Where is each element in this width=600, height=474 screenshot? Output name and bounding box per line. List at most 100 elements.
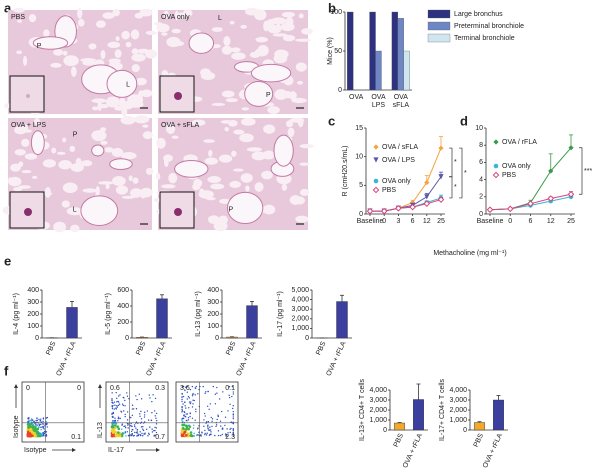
event-dot — [132, 408, 135, 410]
event-dot — [33, 432, 36, 435]
event-dot — [131, 404, 134, 406]
event-dot — [114, 419, 117, 422]
alveolus — [95, 186, 100, 197]
alveolus — [98, 181, 114, 185]
alveolus — [171, 135, 179, 139]
alveolus — [193, 179, 203, 188]
y-tick-label: 1,000 — [369, 417, 387, 424]
y-axis-label: IL-13+ CD4+ T cells — [359, 379, 366, 441]
event-dot — [136, 432, 139, 434]
airway — [226, 191, 264, 225]
event-dot — [114, 430, 117, 434]
alveolus — [105, 183, 110, 190]
event-dot — [231, 385, 234, 388]
event-dot — [140, 434, 142, 436]
alveolus — [77, 8, 83, 19]
airway — [32, 36, 69, 50]
event-dot — [136, 428, 139, 431]
event-dot — [210, 431, 212, 433]
data-point — [527, 200, 534, 207]
event-dot — [46, 426, 48, 428]
event-dot — [42, 435, 45, 437]
alveolus — [224, 126, 229, 132]
alveolus — [299, 162, 310, 166]
legend-swatch — [427, 33, 451, 43]
inset-cell — [24, 208, 32, 216]
event-dot — [131, 428, 133, 431]
event-dot — [115, 423, 118, 425]
alveolus — [145, 30, 158, 35]
event-dot — [131, 408, 134, 410]
event-dot — [117, 431, 120, 434]
event-dot — [215, 425, 217, 428]
alveolus — [221, 90, 235, 98]
data-point — [380, 207, 388, 215]
event-dot — [200, 435, 202, 437]
event-dot — [184, 401, 186, 403]
alveolus — [130, 188, 143, 198]
image-label: OVA + LPS — [11, 122, 46, 129]
event-dot — [121, 423, 124, 425]
significance-label: * — [454, 159, 457, 166]
event-dot — [208, 408, 210, 411]
alveolus — [297, 80, 304, 85]
x-tick-label: 0 — [508, 218, 512, 225]
event-dot — [45, 433, 48, 436]
airway — [91, 144, 105, 157]
event-dot — [208, 429, 210, 432]
event-dot — [185, 407, 187, 409]
event-dot — [188, 425, 192, 428]
alveolus — [261, 170, 273, 180]
alveolus — [229, 180, 241, 188]
data-point — [438, 174, 444, 180]
event-dot — [143, 414, 146, 416]
event-dot — [224, 433, 227, 435]
bar — [156, 298, 168, 339]
x-tick-label: 6 — [411, 218, 415, 225]
event-dot — [150, 419, 153, 421]
event-dot — [149, 426, 151, 428]
y-tick-label: 3,000 — [369, 397, 387, 404]
y-tick-label: 0 — [359, 211, 363, 218]
significance-bracket — [449, 147, 453, 178]
event-dot — [31, 434, 34, 438]
x-tick-label: 0 — [382, 218, 386, 225]
alveolus — [100, 50, 106, 60]
alveolus — [228, 120, 238, 127]
event-dot — [191, 406, 194, 408]
bar — [336, 301, 348, 339]
event-dot — [211, 420, 213, 423]
event-dot — [41, 423, 44, 425]
alveolus — [263, 124, 276, 134]
legend-marker — [492, 171, 500, 179]
alveolus — [145, 49, 158, 59]
event-dot — [183, 414, 185, 416]
event-dot — [111, 401, 114, 403]
alveolus — [255, 36, 268, 43]
alveolus — [120, 152, 137, 160]
event-dot — [140, 426, 143, 428]
event-dot — [122, 404, 125, 407]
alveolus — [295, 62, 307, 72]
data-point — [366, 207, 374, 215]
x-tick-label: PBS — [225, 340, 237, 356]
inset-cell — [174, 92, 182, 100]
legend-swatch — [427, 9, 451, 19]
x-tick-label: 25 — [567, 218, 575, 225]
x-tick-label: Baseline — [477, 218, 504, 225]
event-dot — [184, 415, 186, 418]
alveolus — [62, 50, 68, 56]
event-dot — [224, 424, 226, 427]
event-dot — [210, 433, 212, 435]
event-dot — [214, 393, 217, 395]
image-label: OVA only — [161, 14, 190, 21]
event-dot — [124, 415, 126, 418]
event-dot — [182, 427, 185, 430]
panel-label: e — [4, 253, 11, 268]
event-dot — [193, 432, 195, 435]
event-dot — [197, 428, 199, 430]
alveolus — [14, 149, 26, 156]
y-tick-label: 300 — [207, 299, 219, 306]
event-dot — [117, 420, 119, 422]
y-tick-label: 200 — [117, 319, 129, 326]
